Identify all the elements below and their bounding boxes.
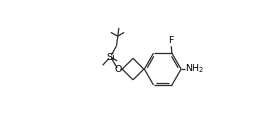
Text: NH$_2$: NH$_2$ — [185, 63, 205, 75]
Text: F: F — [169, 36, 174, 45]
Text: Si: Si — [106, 53, 115, 62]
Text: O: O — [115, 65, 122, 74]
